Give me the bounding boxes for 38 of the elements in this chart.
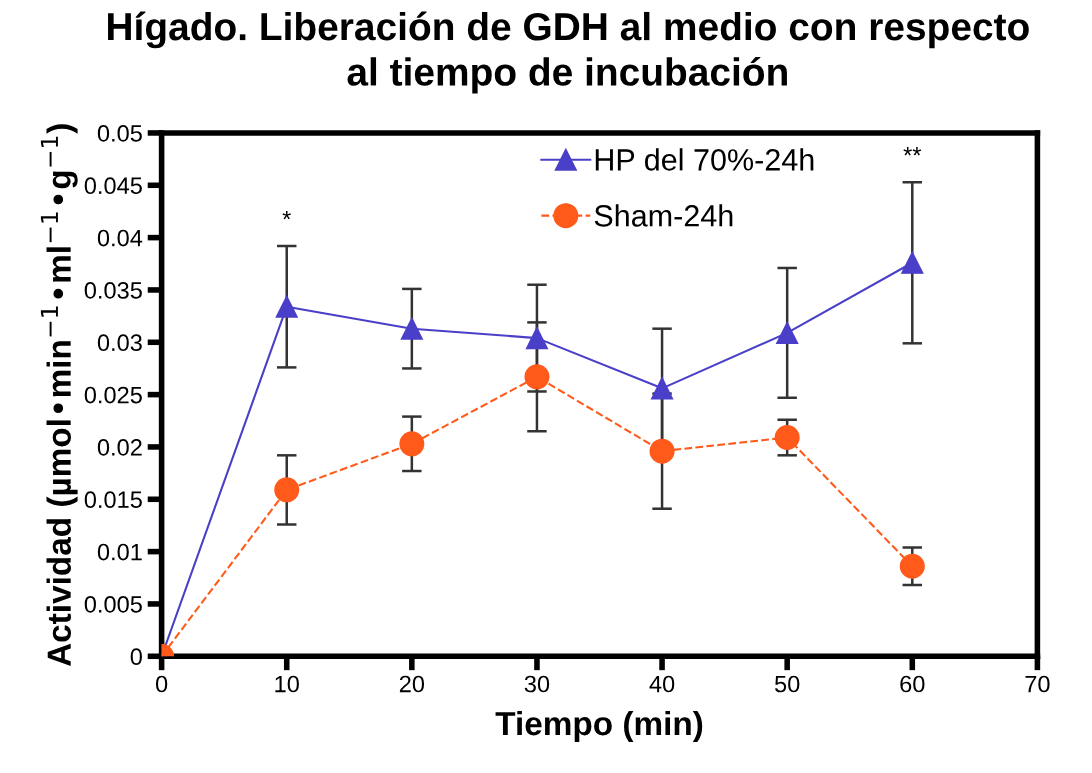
y-tick-label: 0.01 — [97, 543, 142, 561]
legend-label: Sham-24h — [594, 204, 733, 227]
x-tick-label: 30 — [524, 675, 550, 693]
point — [776, 321, 799, 344]
point — [400, 317, 423, 340]
annotation: * — [282, 210, 291, 220]
x-axis-title: Tiempo (min) — [495, 710, 703, 742]
y-axis-title: Actividad (µmol•min$^{−1}$•ml$^{−1}$•g$^{−1}$) — [40, 124, 78, 667]
x-tick-label: 40 — [649, 675, 675, 693]
x-tick-label: 60 — [900, 675, 925, 693]
x-tick-label: 10 — [275, 675, 299, 693]
point — [901, 251, 924, 274]
point — [275, 295, 298, 318]
annotation: ** — [903, 147, 922, 156]
y-tick-label: 0.045 — [84, 177, 142, 195]
point — [525, 326, 549, 350]
y-tick-label: 0.05 — [97, 125, 142, 142]
chart-title: Hígado. Liberación de GDH al medio con respecto al tiempo de incubación — [108, 11, 1029, 94]
y-tick-label: 0.02 — [97, 439, 142, 456]
y-tick-label: 0.015 — [84, 491, 142, 509]
x-tick-label: 50 — [774, 675, 800, 693]
point — [399, 431, 425, 457]
point — [649, 438, 675, 464]
y-tick-label: 0.005 — [84, 596, 142, 613]
point — [899, 553, 925, 579]
y-tick-label: 0.025 — [84, 386, 142, 404]
x-tick-label: 20 — [399, 675, 425, 693]
y-tick-label: 0 — [130, 648, 142, 666]
y-tick-label: 0.035 — [84, 282, 142, 299]
x-tick-label: 70 — [1025, 675, 1050, 693]
point — [650, 377, 674, 400]
legend-label: HP del 70%-24h — [595, 148, 814, 171]
y-tick-label: 0.03 — [97, 334, 142, 352]
point — [524, 364, 550, 390]
x-tick-label: 0 — [155, 675, 168, 693]
point — [274, 477, 300, 503]
y-tick-label: 0.04 — [97, 229, 143, 247]
point — [774, 425, 800, 451]
